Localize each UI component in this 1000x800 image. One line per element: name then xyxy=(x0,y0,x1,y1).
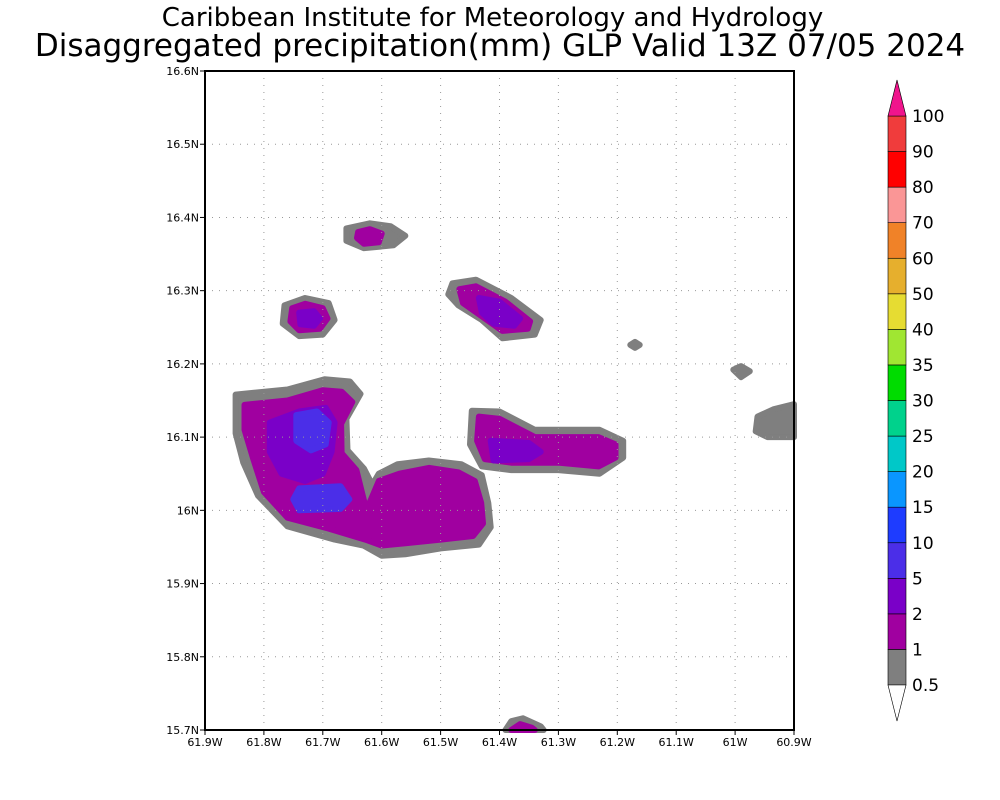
colorbar-swatch xyxy=(887,257,907,295)
x-tick-label: 61.2W xyxy=(600,736,635,749)
title-line-2: Disaggregated precipitation(mm) GLP Vali… xyxy=(34,28,966,64)
colorbar-label: 0.5 xyxy=(912,676,939,696)
x-tick-label: 61.3W xyxy=(541,736,576,749)
colorbar-over-triangle xyxy=(887,79,907,117)
colorbar-label: 100 xyxy=(912,107,944,127)
colorbar-swatch xyxy=(887,613,907,650)
map-grid xyxy=(205,71,794,730)
colorbar-label: 10 xyxy=(912,534,934,554)
precip-area-15 xyxy=(354,226,385,247)
colorbar-swatch xyxy=(887,649,907,686)
y-axis-ticks: 15.7N 15.8N 15.9N 16N 16.1N 16.2N 16.3N 16.4N 16… xyxy=(166,65,205,737)
y-tick-label: 16.5N xyxy=(166,138,199,151)
y-tick-label: 16.6N xyxy=(166,65,199,78)
x-tick-label: 61.7W xyxy=(305,736,340,749)
colorbar-swatch xyxy=(887,151,907,188)
colorbar-label: 80 xyxy=(912,178,934,198)
colorbar-under-triangle xyxy=(887,684,907,722)
x-tick-label: 61.5W xyxy=(423,736,458,749)
colorbar-swatch xyxy=(887,186,907,223)
precip-area-13 xyxy=(296,308,323,329)
colorbar-label: 20 xyxy=(912,463,934,483)
colorbar-label: 35 xyxy=(912,356,934,376)
colorbar-label: 30 xyxy=(912,392,934,412)
colorbar-swatch xyxy=(887,329,907,366)
precip-fields xyxy=(232,220,797,733)
y-tick-label: 15.8N xyxy=(166,651,199,664)
colorbar-swatch xyxy=(887,364,907,401)
precip-area-10 xyxy=(475,295,524,329)
precip-area-4 xyxy=(290,483,353,514)
colorbar-label: 25 xyxy=(912,427,934,447)
y-tick-label: 16N xyxy=(177,504,199,517)
colorbar-label: 2 xyxy=(912,605,923,625)
y-tick-label: 15.9N xyxy=(166,578,199,591)
title-line-1: Caribbean Institute for Meteorology and … xyxy=(161,3,824,33)
y-tick-label: 16.2N xyxy=(166,358,199,371)
colorbar-swatch xyxy=(887,435,907,472)
precip-area-16 xyxy=(627,338,643,351)
colorbar-swatch xyxy=(887,293,907,330)
colorbar-swatch xyxy=(887,115,907,152)
x-tick-label: 61.6W xyxy=(364,736,399,749)
colorbar-swatch xyxy=(887,542,907,579)
colorbar-swatch xyxy=(887,222,907,259)
x-tick-label: 61.9W xyxy=(187,736,222,749)
x-axis-ticks: 61.9W 61.8W 61.7W 61.6W 61.5W 61.4W 61.3W 61.2W… xyxy=(187,730,812,749)
x-tick-label: 61.8W xyxy=(246,736,281,749)
colorbar-label: 50 xyxy=(912,285,934,305)
y-tick-label: 16.4N xyxy=(166,211,199,224)
colorbar-label: 15 xyxy=(912,498,934,518)
precip-area-3 xyxy=(293,408,332,454)
colorbar-swatch xyxy=(887,400,907,437)
x-tick-label: 60.9W xyxy=(776,736,811,749)
colorbar-label: 60 xyxy=(912,249,934,269)
y-tick-label: 15.7N xyxy=(166,724,199,737)
x-tick-label: 61W xyxy=(723,736,748,749)
colorbar-label: 70 xyxy=(912,214,934,234)
colorbar-label: 90 xyxy=(912,143,934,163)
x-tick-label: 61.1W xyxy=(659,736,694,749)
colorbar-label: 5 xyxy=(912,569,923,589)
y-tick-label: 16.3N xyxy=(166,285,199,298)
x-tick-label: 61.4W xyxy=(482,736,517,749)
colorbar-swatch xyxy=(887,578,907,615)
precip-area-17 xyxy=(730,363,753,381)
precip-area-18 xyxy=(752,401,797,441)
colorbar-label: 1 xyxy=(912,640,923,660)
precip-area-7 xyxy=(487,437,544,464)
colorbar-swatch xyxy=(887,471,907,508)
y-tick-label: 16.1N xyxy=(166,431,199,444)
colorbar-swatch xyxy=(887,506,907,544)
colorbar-label: 40 xyxy=(912,320,934,340)
